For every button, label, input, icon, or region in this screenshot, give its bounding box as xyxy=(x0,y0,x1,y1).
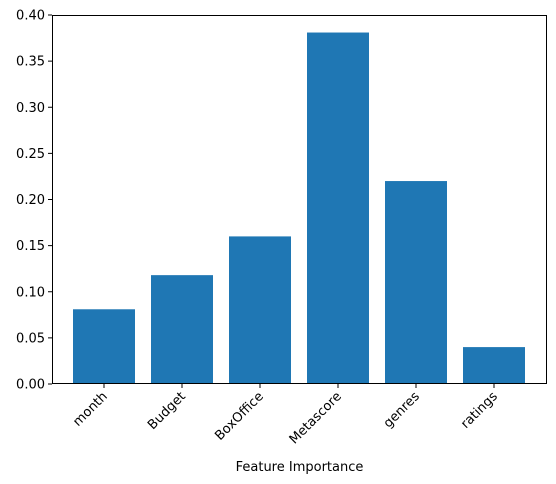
bar-genres xyxy=(385,181,447,384)
x-tick-label: BoxOffice xyxy=(212,389,267,444)
plot-frame xyxy=(52,15,547,384)
y-tick-label: 0.05 xyxy=(16,331,45,346)
x-axis-ticks: month Budget BoxOffice Metascore genres ratin… xyxy=(70,384,501,447)
y-tick-label: 0.30 xyxy=(16,101,45,116)
y-tick-label: 0.25 xyxy=(16,147,45,162)
bar-boxoffice xyxy=(229,236,291,384)
y-tick-label: 0.40 xyxy=(16,9,45,24)
x-tick-label: month xyxy=(70,389,110,429)
y-tick-label: 0.20 xyxy=(16,193,45,208)
y-tick-label: 0.15 xyxy=(16,239,45,254)
x-tick-label: Metascore xyxy=(287,389,345,447)
x-tick-label: Budget xyxy=(145,389,189,433)
bar-budget xyxy=(151,275,213,384)
x-tick-label: ratings xyxy=(458,389,501,432)
y-tick-label: 0.00 xyxy=(16,378,45,393)
y-axis-ticks: 0.00 0.05 0.10 0.15 0.20 0.25 0.30 0.35 0.40 xyxy=(16,9,52,393)
bar-ratings xyxy=(463,347,525,384)
y-tick-label: 0.10 xyxy=(16,285,45,300)
bars-group xyxy=(73,32,525,385)
x-axis-label: Feature Importance xyxy=(236,460,364,475)
y-tick-label: 0.35 xyxy=(16,55,45,70)
bar-month xyxy=(73,309,135,384)
x-tick-label: genres xyxy=(381,389,423,431)
bar-metascore xyxy=(307,32,369,385)
